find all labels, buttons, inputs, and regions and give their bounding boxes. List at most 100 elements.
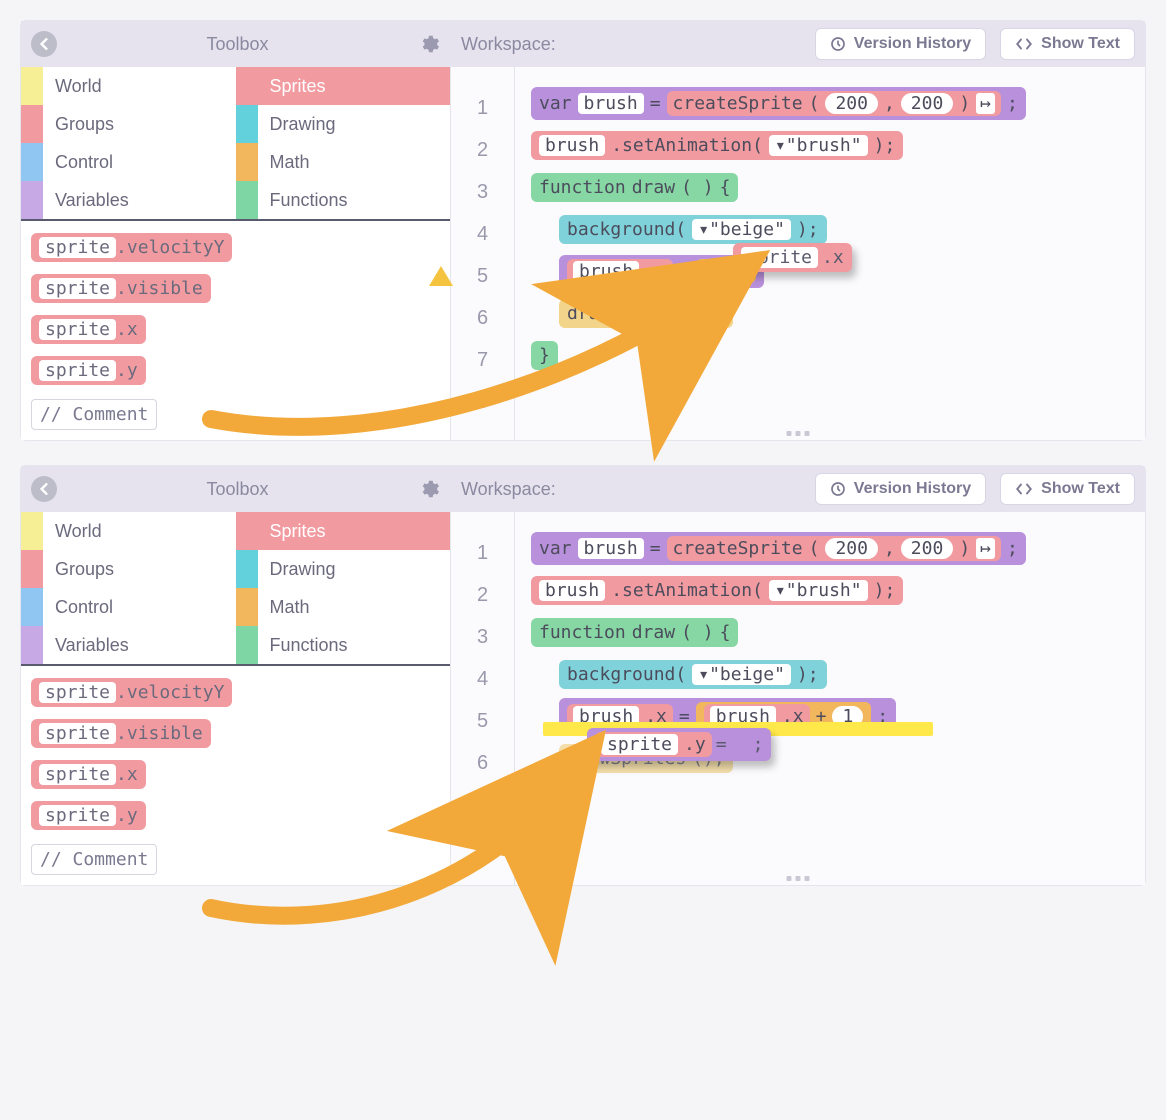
block-suffix: .velocityY: [116, 237, 224, 258]
line-number: 6: [451, 297, 514, 339]
category-drawing[interactable]: Drawing: [236, 550, 451, 588]
line-number: 2: [451, 574, 514, 616]
swatch-icon: [236, 626, 258, 664]
category-world[interactable]: World: [21, 67, 236, 105]
toolbox-block[interactable]: sprite.x: [31, 315, 146, 344]
obj[interactable]: brush: [539, 135, 605, 156]
version-history-button[interactable]: Version History: [815, 28, 986, 60]
swatch-icon: [21, 105, 43, 143]
code-line-2[interactable]: brush.setAnimation( ▾"brush" );: [531, 576, 903, 605]
category-label: World: [55, 76, 102, 97]
category-math[interactable]: Math: [236, 588, 451, 626]
toolbox-title: Toolbox: [206, 34, 268, 55]
panel-1: Toolbox World SpritesGroupsDrawingControl…: [20, 20, 1146, 441]
toolbox-block[interactable]: sprite.visible: [31, 719, 211, 748]
dropdown[interactable]: ▾"brush": [769, 135, 868, 156]
toolbox-block[interactable]: sprite.x: [31, 760, 146, 789]
category-groups[interactable]: Groups: [21, 105, 236, 143]
line-number: 4: [451, 213, 514, 255]
category-drawing[interactable]: Drawing: [236, 105, 451, 143]
kw-var: var: [539, 93, 572, 114]
code-line-3[interactable]: function draw( ) {: [531, 618, 738, 647]
category-groups[interactable]: Groups: [21, 550, 236, 588]
version-history-label: Version History: [854, 35, 971, 53]
block-chip: sprite: [39, 805, 116, 826]
category-variables[interactable]: Variables: [21, 626, 236, 664]
code-line-4[interactable]: background( ▾"beige" );: [559, 660, 827, 689]
brace: }: [539, 345, 550, 366]
swatch-icon: [21, 143, 43, 181]
toolbox-block[interactable]: sprite.visible: [31, 274, 211, 303]
code-line-2[interactable]: brush.setAnimation( ▾"brush" );: [531, 131, 903, 160]
category-functions[interactable]: Functions: [236, 181, 451, 219]
category-label: World: [55, 521, 102, 542]
swatch-icon: [236, 143, 258, 181]
call: .setAnimation(: [611, 135, 763, 156]
toolbox-categories: World SpritesGroupsDrawingControlMath Vari…: [21, 67, 450, 221]
paren: ( ): [681, 177, 714, 198]
code-line-7[interactable]: }: [531, 341, 558, 370]
drag-handle-icon[interactable]: [787, 876, 810, 881]
toolbox-block[interactable]: sprite.velocityY: [31, 233, 232, 262]
code-line-7[interactable]: }: [531, 786, 558, 815]
line-number: 5: [451, 700, 514, 742]
category-control[interactable]: Control: [21, 588, 236, 626]
swatch-icon: [236, 105, 258, 143]
block-suffix: .visible: [116, 723, 203, 744]
code-line-3[interactable]: function draw( ) {: [531, 173, 738, 202]
toolbox-header: Toolbox: [21, 466, 450, 512]
toolbox: Toolbox World SpritesGroupsDrawing Control…: [21, 466, 451, 885]
dragged-block-sprite-y[interactable]: sprite.y = ;: [587, 728, 771, 761]
gear-icon[interactable]: [418, 33, 440, 55]
category-label: Functions: [270, 190, 348, 211]
back-icon[interactable]: [31, 31, 57, 57]
func-name: draw: [632, 177, 675, 198]
prop: .x: [645, 261, 667, 282]
category-functions[interactable]: Functions: [236, 626, 451, 664]
category-label: Variables: [55, 635, 129, 656]
toolbox-block[interactable]: sprite.y: [31, 356, 146, 385]
version-history-button[interactable]: Version History: [815, 473, 986, 505]
show-text-button[interactable]: Show Text: [1000, 28, 1135, 60]
call-bg: background(: [567, 219, 686, 240]
arg1[interactable]: 200: [825, 93, 878, 114]
category-variables[interactable]: Variables: [21, 181, 236, 219]
back-icon[interactable]: [31, 476, 57, 502]
code-area[interactable]: var brush = createSprite(200, 200) ↦ ; b…: [515, 512, 1145, 848]
category-control[interactable]: Control: [21, 143, 236, 181]
code-line-4[interactable]: background( ▾"beige" );: [559, 215, 827, 244]
comment-block[interactable]: // Comment: [31, 399, 157, 430]
code-line-6[interactable]: drawSprites();: [559, 299, 733, 328]
category-label: Variables: [55, 190, 129, 211]
code-line-1[interactable]: var brush = createSprite(200, 200) ↦ ;: [531, 87, 1026, 120]
swatch-icon: [21, 550, 43, 588]
code-area[interactable]: var brush = createSprite(200, 200) ↦ ; b…: [515, 67, 1145, 403]
category-sprites[interactable]: Sprites: [236, 67, 451, 105]
comment-block[interactable]: // Comment: [31, 844, 157, 875]
category-label: Control: [55, 597, 113, 618]
line-gutter: 12345678: [451, 512, 515, 885]
gear-icon[interactable]: [418, 478, 440, 500]
category-math[interactable]: Math: [236, 143, 451, 181]
block-suffix: .y: [116, 805, 138, 826]
swatch-icon: [21, 512, 43, 550]
arg2[interactable]: 200: [901, 93, 954, 114]
block-chip: sprite: [39, 237, 116, 258]
toolbox-block[interactable]: sprite.velocityY: [31, 678, 232, 707]
line-number: 1: [451, 532, 514, 574]
var-name[interactable]: brush: [578, 93, 644, 114]
drag-handle-icon[interactable]: [787, 431, 810, 436]
swatch-icon: [21, 67, 43, 105]
category-sprites[interactable]: Sprites: [236, 512, 451, 550]
toolbox-title: Toolbox: [206, 479, 268, 500]
toolbox-block[interactable]: sprite.y: [31, 801, 146, 830]
version-history-label: Version History: [854, 480, 971, 498]
category-world[interactable]: World: [21, 512, 236, 550]
code-line-1[interactable]: var brush = createSprite(200, 200) ↦ ;: [531, 532, 1026, 565]
dropdown[interactable]: ▾"beige": [692, 219, 791, 240]
obj[interactable]: brush: [573, 261, 639, 282]
block-chip: sprite: [39, 723, 116, 744]
show-text-button[interactable]: Show Text: [1000, 473, 1135, 505]
toolbox-blocks: sprite.velocityYsprite.visiblesprite.xsp…: [21, 666, 450, 885]
dragged-block-sprite-x[interactable]: sprite.x: [733, 243, 852, 272]
